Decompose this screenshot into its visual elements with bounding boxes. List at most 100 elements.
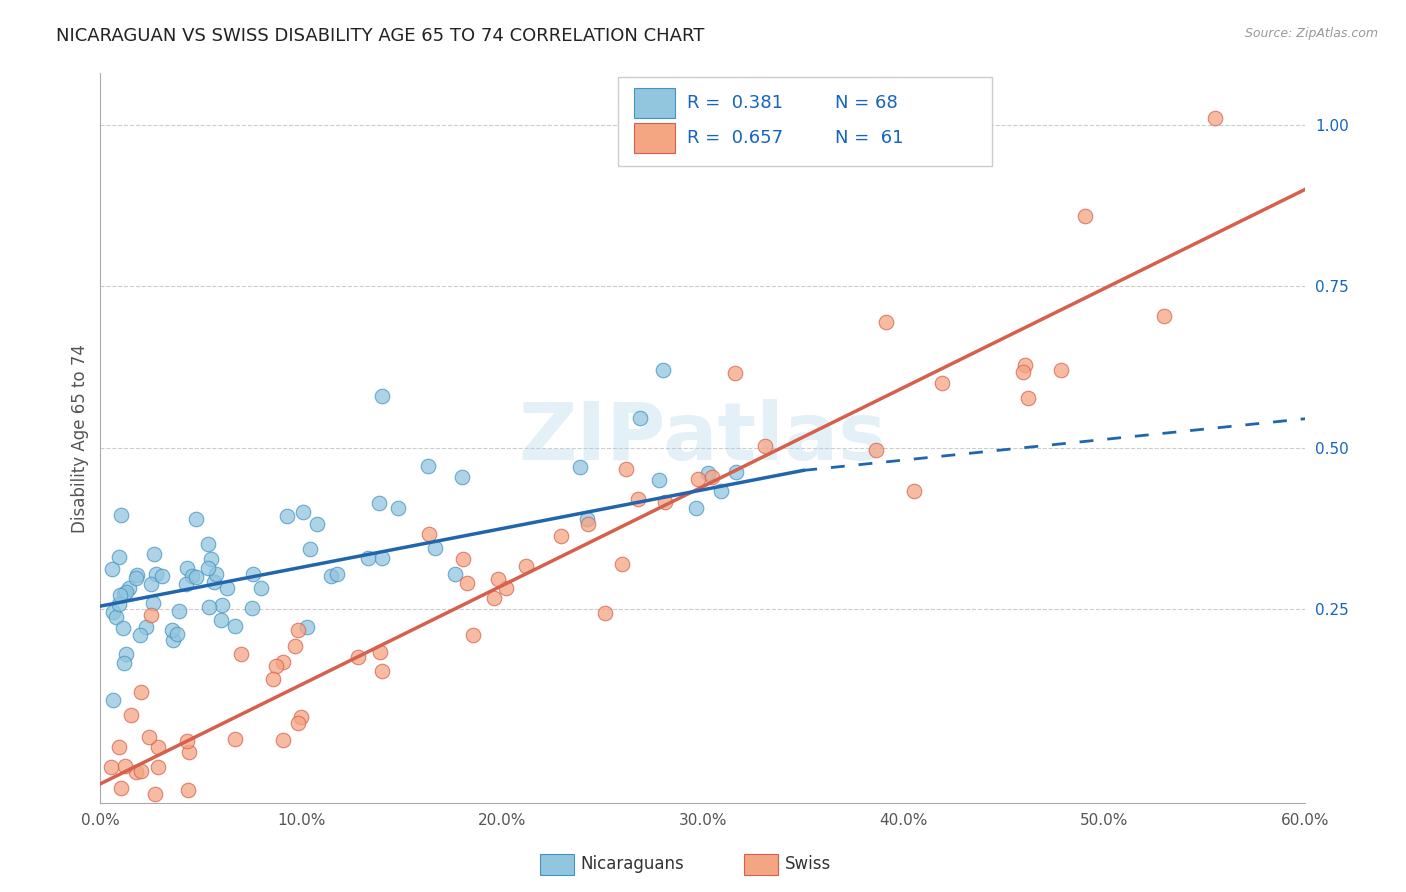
Point: [134, 829, 156, 843]
Point: [368, 645, 391, 659]
Point: [107, 739, 129, 754]
FancyBboxPatch shape: [634, 122, 675, 153]
Point: [931, 376, 953, 391]
Point: [325, 567, 347, 582]
Point: [357, 551, 380, 566]
Point: [347, 650, 370, 665]
Point: [111, 621, 134, 635]
Point: [444, 567, 467, 582]
Point: [117, 582, 139, 596]
Point: [145, 567, 167, 582]
Point: [610, 557, 633, 571]
Point: [101, 693, 124, 707]
Text: Source: ZipAtlas.com: Source: ZipAtlas.com: [1244, 27, 1378, 40]
Point: [143, 787, 166, 801]
Point: [262, 672, 284, 686]
Text: R =  0.657: R = 0.657: [688, 129, 783, 147]
Point: [138, 730, 160, 744]
Point: [181, 569, 204, 583]
Point: [125, 571, 148, 585]
Point: [702, 470, 724, 484]
Point: [298, 541, 321, 556]
Point: [114, 585, 136, 599]
Point: [368, 496, 391, 510]
Point: [152, 569, 174, 583]
Text: Nicaraguans: Nicaraguans: [581, 855, 685, 873]
Point: [139, 576, 162, 591]
Point: [114, 759, 136, 773]
Point: [142, 547, 165, 561]
Point: [139, 607, 162, 622]
Text: N = 68: N = 68: [835, 94, 898, 112]
Point: [628, 411, 651, 425]
Point: [148, 759, 170, 773]
Point: [1204, 112, 1226, 126]
Point: [425, 541, 447, 555]
Point: [224, 732, 246, 747]
Point: [370, 664, 392, 678]
Point: [295, 619, 318, 633]
Point: [202, 575, 225, 590]
Point: [125, 567, 148, 582]
Point: [114, 647, 136, 661]
Point: [110, 508, 132, 523]
Point: [648, 473, 671, 487]
Point: [200, 551, 222, 566]
Point: [162, 632, 184, 647]
Point: [724, 465, 747, 479]
Point: [875, 315, 897, 329]
Point: [307, 516, 329, 531]
Point: [371, 551, 394, 566]
Point: [120, 707, 142, 722]
Point: [387, 500, 409, 515]
Point: [112, 657, 135, 671]
Point: [184, 570, 207, 584]
Point: [177, 782, 200, 797]
Point: [160, 623, 183, 637]
Point: [321, 569, 343, 583]
Text: Swiss: Swiss: [785, 855, 831, 873]
Point: [197, 560, 219, 574]
Point: [651, 363, 673, 377]
Point: [176, 733, 198, 747]
Point: [724, 366, 747, 380]
Point: [515, 559, 537, 574]
Point: [112, 586, 135, 600]
Point: [568, 460, 591, 475]
Point: [198, 600, 221, 615]
Point: [290, 710, 312, 724]
Point: [486, 572, 509, 586]
Point: [593, 606, 616, 620]
Point: [120, 807, 142, 822]
Point: [100, 760, 122, 774]
Point: [450, 470, 472, 484]
Point: [1017, 391, 1039, 405]
Y-axis label: Disability Age 65 to 74: Disability Age 65 to 74: [72, 343, 89, 533]
Text: R =  0.381: R = 0.381: [688, 94, 783, 112]
Point: [685, 500, 707, 515]
Point: [903, 483, 925, 498]
Point: [416, 458, 439, 473]
Point: [418, 527, 440, 541]
Point: [287, 623, 309, 637]
Point: [176, 561, 198, 575]
Point: [125, 764, 148, 779]
Point: [686, 472, 709, 486]
Point: [276, 509, 298, 524]
Point: [184, 512, 207, 526]
Point: [174, 576, 197, 591]
Point: [240, 600, 263, 615]
Text: NICARAGUAN VS SWISS DISABILITY AGE 65 TO 74 CORRELATION CHART: NICARAGUAN VS SWISS DISABILITY AGE 65 TO…: [56, 27, 704, 45]
Point: [710, 483, 733, 498]
Point: [129, 628, 152, 642]
Point: [204, 566, 226, 581]
Point: [271, 732, 294, 747]
Point: [166, 627, 188, 641]
Point: [495, 582, 517, 596]
Point: [482, 591, 505, 605]
Point: [1011, 365, 1033, 379]
Point: [283, 640, 305, 654]
Point: [1050, 363, 1073, 377]
Point: [1014, 358, 1036, 372]
Point: [101, 606, 124, 620]
